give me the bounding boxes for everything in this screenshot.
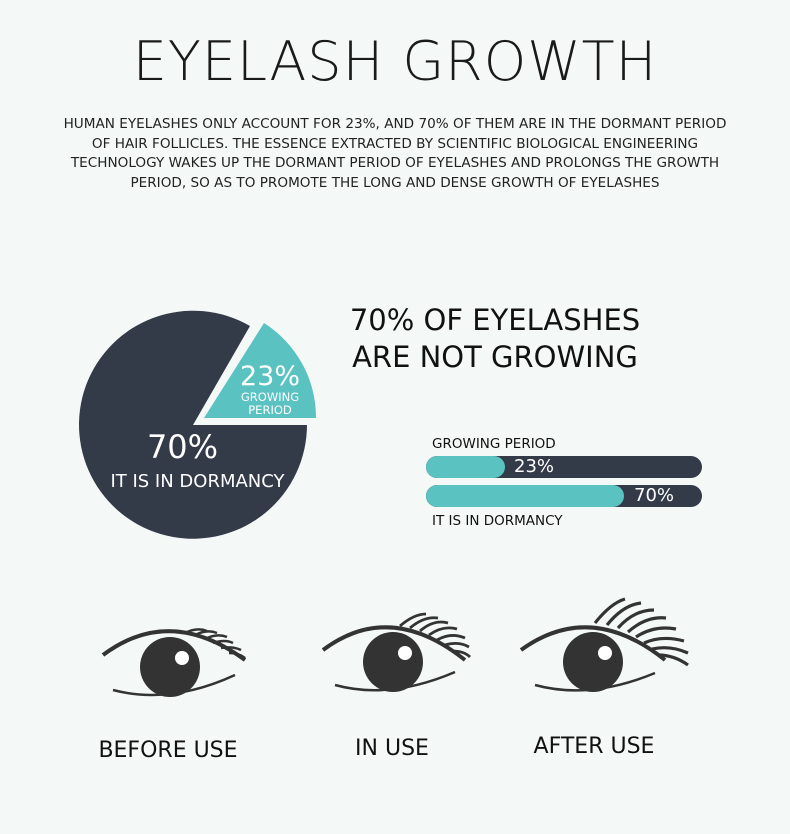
eye-long-lashes-icon [519,597,689,692]
bar-dormant-label: IT IS IN DORMANCY [432,513,563,529]
pie-chart [79,310,317,539]
bar-growing-value: 23% [514,456,555,477]
page-title: EYELASH GROWTH [132,30,658,93]
pie-slice-dormant [79,310,307,539]
pie-dormant-value: 70% [146,428,219,466]
pie-dormant-label: IT IS IN DORMANCY [110,471,285,492]
headline-line2: ARE NOT GROWING [352,340,638,374]
bar-growing-fill [426,456,505,478]
stage-label-after: AFTER USE [533,734,655,759]
stage-label-before: BEFORE USE [98,738,238,763]
bar-growing: 23% [426,456,702,478]
headline-line1: 70% OF EYELASHES [349,303,641,337]
bar-dormant-value: 70% [634,485,675,506]
pie-growing-label2: PERIOD [248,403,292,417]
pie-slice-growing [204,323,317,418]
bar-growing-label: GROWING PERIOD [432,436,556,452]
eye-medium-lashes-icon [321,612,471,692]
bar-dormant: 70% [426,485,702,507]
bar-dormant-fill [426,485,624,507]
pie-growing-value: 23% [239,361,300,392]
pie-growing-label1: GROWING [240,390,300,404]
eye-short-lashes-icon [101,628,247,697]
stage-label-in-use: IN USE [355,736,429,761]
headline: 70% OF EYELASHES ARE NOT GROWING [330,302,660,376]
description: HUMAN EYELASHES ONLY ACCOUNT FOR 23%, AN… [63,116,727,191]
